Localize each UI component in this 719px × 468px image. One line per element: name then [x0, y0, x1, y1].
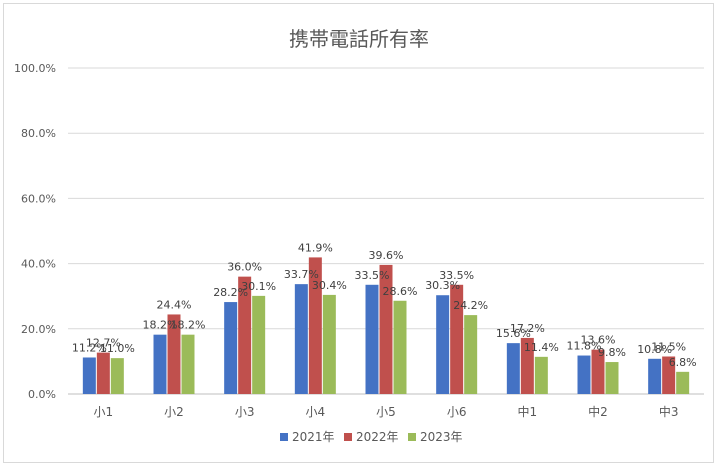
bar-2021年-小1	[82, 357, 96, 394]
bar-2023年-中3	[676, 371, 690, 394]
y-tick-label: 40.0%	[21, 258, 56, 271]
bar-2021年-中3	[648, 358, 662, 394]
bar-2021年-中1	[506, 343, 520, 394]
data-label: 39.6%	[369, 249, 404, 262]
bar-2023年-中1	[534, 356, 548, 394]
data-label: 6.8%	[669, 356, 697, 369]
bar-2021年-中2	[577, 355, 591, 394]
bar-2021年-小3	[224, 302, 238, 394]
y-tick-label: 20.0%	[21, 323, 56, 336]
chart-frame: 携帯電話所有率 11.2% 12.7% 11.0% 18.2% 24.4% 18.2% 28…	[3, 3, 714, 463]
data-label: 28.2%	[213, 286, 248, 299]
bar-2022年-小3	[238, 276, 252, 394]
legend-swatch	[344, 433, 352, 441]
data-label: 11.5%	[651, 341, 686, 354]
data-label: 33.7%	[284, 268, 319, 281]
data-label: 15.6%	[496, 327, 531, 340]
y-tick-label: 80.0%	[21, 127, 56, 140]
x-category-label: 小4	[306, 405, 326, 419]
bar-2023年-小6	[464, 315, 478, 394]
data-label: 36.0%	[227, 261, 262, 274]
bar-2022年-中1	[520, 337, 534, 394]
bar-2022年-小6	[450, 284, 464, 394]
bar-2022年-小5	[379, 264, 393, 394]
bar-2021年-小4	[294, 284, 308, 394]
bar-2022年-中3	[662, 356, 676, 394]
legend-label: 2022年	[356, 430, 399, 444]
data-label: 30.1%	[241, 280, 276, 293]
data-label: 10.8%	[637, 343, 672, 356]
data-label: 11.0%	[100, 342, 135, 355]
data-label: 17.2%	[510, 322, 545, 335]
bar-2021年-小6	[436, 295, 450, 394]
data-label: 11.4%	[524, 341, 559, 354]
data-label: 18.2%	[171, 319, 206, 332]
data-label: 33.5%	[439, 269, 474, 282]
x-category-label: 小6	[447, 405, 467, 419]
data-label: 11.8%	[567, 340, 602, 353]
x-category-label: 小5	[376, 405, 396, 419]
legend-swatch	[408, 433, 416, 441]
data-label: 41.9%	[298, 241, 333, 254]
data-label: 24.2%	[453, 299, 488, 312]
bar-2023年-小1	[110, 358, 124, 394]
data-label: 24.4%	[157, 298, 192, 311]
data-label: 12.7%	[86, 337, 121, 350]
data-label: 13.6%	[581, 334, 616, 347]
x-category-label: 小2	[164, 405, 184, 419]
bar-2023年-小3	[252, 295, 266, 394]
x-category-label: 中2	[588, 404, 608, 419]
data-label: 28.6%	[383, 285, 418, 298]
legend-label: 2023年	[420, 430, 463, 444]
bar-2022年-中2	[591, 349, 605, 394]
legend-label: 2021年	[292, 430, 335, 444]
bar-2023年-小5	[393, 300, 407, 394]
bar-2022年-小1	[96, 352, 110, 394]
y-tick-label: 100.0%	[14, 62, 56, 75]
y-tick-label: 0.0%	[28, 388, 56, 401]
data-label: 11.2%	[72, 341, 107, 354]
x-category-label: 中3	[659, 404, 679, 419]
legend-swatch	[280, 433, 288, 441]
bar-chart: 携帯電話所有率 11.2%12.7%11.0% 18.2% 24.4% 18.2% 28…	[14, 27, 704, 444]
data-label: 33.5%	[355, 269, 390, 282]
data-label: 30.3%	[425, 279, 460, 292]
bar-2022年-小4	[308, 257, 322, 394]
data-label: 30.4%	[312, 279, 347, 292]
bar-2023年-中2	[605, 362, 619, 394]
data-label: 18.2%	[143, 319, 178, 332]
x-category-label: 小1	[94, 405, 114, 419]
bar-2022年-小2	[167, 314, 181, 394]
data-label: 9.8%	[598, 346, 626, 359]
bar-2023年-小4	[322, 294, 336, 394]
bar-2021年-小5	[365, 284, 379, 394]
x-category-label: 小3	[235, 405, 255, 419]
y-tick-label: 60.0%	[21, 192, 56, 205]
bar-2023年-小2	[181, 334, 195, 394]
chart-title: 携帯電話所有率	[289, 27, 429, 51]
bar-2021年-小2	[153, 334, 167, 394]
x-category-label: 中1	[518, 404, 538, 419]
